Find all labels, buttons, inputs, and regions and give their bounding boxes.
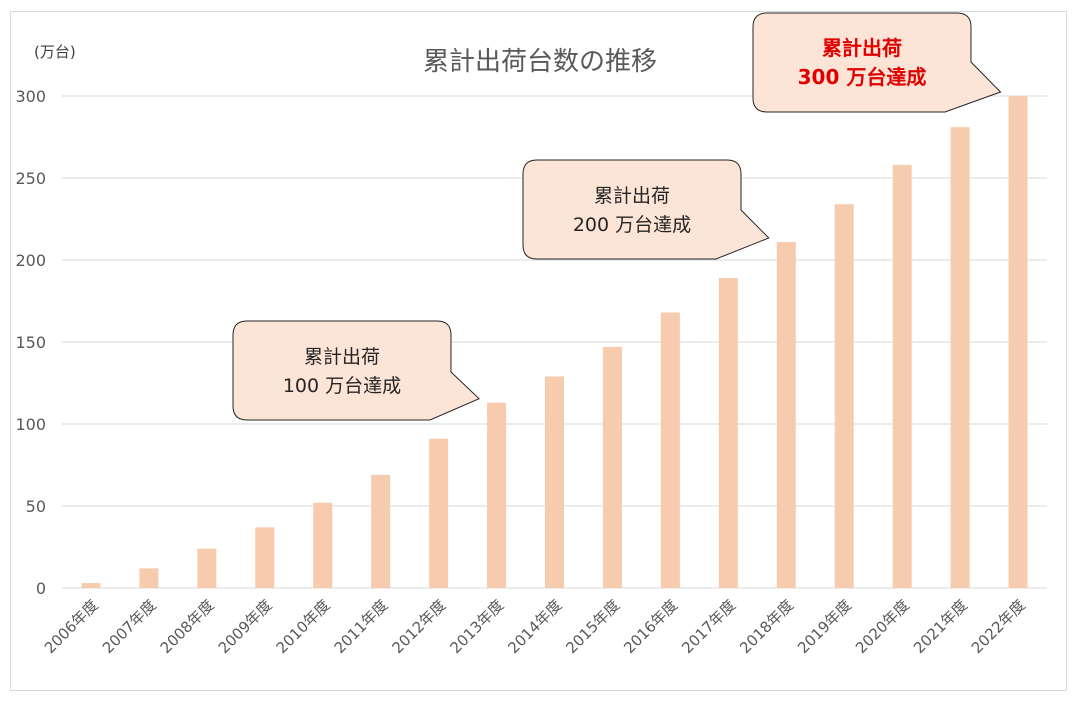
x-tick-label: 2021年度	[910, 596, 971, 657]
chart-frame	[10, 11, 1067, 691]
x-tick-label: 2013年度	[446, 596, 507, 657]
bar	[81, 583, 101, 588]
y-axis-ticks: 0 50 100 150 200 250 300	[15, 87, 46, 598]
x-tick-label: 2016年度	[620, 596, 681, 657]
x-tick-label: 2009年度	[215, 596, 276, 657]
y-tick-label: 0	[36, 579, 46, 598]
x-tick-label: 2017年度	[678, 596, 739, 657]
callout-line-1: 累計出荷	[304, 346, 380, 368]
bar	[255, 527, 275, 588]
y-tick-label: 50	[26, 497, 46, 516]
bar	[660, 312, 680, 588]
x-tick-label: 2010年度	[273, 596, 334, 657]
x-tick-label: 2012年度	[389, 596, 450, 657]
bar	[776, 241, 796, 588]
y-tick-label: 250	[15, 169, 46, 188]
bar	[602, 346, 622, 588]
bar	[313, 502, 333, 588]
x-tick-label: 2018年度	[736, 596, 797, 657]
callout-bubble	[232, 320, 480, 421]
callout-bubble	[752, 12, 1002, 113]
x-tick-label: 2007年度	[99, 596, 160, 657]
callout-line-1: 累計出荷	[594, 185, 670, 207]
x-axis-ticks: 2006年度2007年度2008年度2009年度2010年度2011年度2012…	[41, 596, 1029, 657]
x-tick-label: 2014年度	[504, 596, 565, 657]
callout-line-1: 累計出荷	[822, 36, 902, 60]
x-tick-label: 2020年度	[852, 596, 913, 657]
callout: 累計出荷 200 万台達成	[522, 159, 770, 260]
callout-line-2: 200 万台達成	[573, 214, 691, 236]
callout-line-2: 300 万台達成	[798, 65, 927, 89]
y-axis-unit: (万台)	[34, 43, 76, 61]
y-tick-label: 300	[15, 87, 46, 106]
bar	[545, 376, 564, 588]
bar	[139, 568, 159, 588]
bar	[950, 127, 970, 588]
x-tick-label: 2022年度	[968, 596, 1029, 657]
bar	[1008, 96, 1028, 588]
bar	[487, 402, 507, 588]
callout-bubble	[522, 159, 770, 260]
x-tick-label: 2015年度	[562, 596, 623, 657]
bar	[718, 278, 738, 588]
y-tick-label: 150	[15, 333, 46, 352]
y-tick-label: 100	[15, 415, 46, 434]
x-tick-label: 2011年度	[331, 596, 392, 657]
callout: 累計出荷 300 万台達成	[752, 12, 1002, 113]
bar	[892, 164, 912, 588]
bars	[81, 96, 1028, 589]
x-tick-label: 2008年度	[157, 596, 218, 657]
chart-title: 累計出荷台数の推移	[423, 47, 657, 77]
x-tick-label: 2019年度	[794, 596, 855, 657]
bar	[371, 474, 391, 588]
bar	[834, 204, 854, 589]
bar	[429, 438, 449, 588]
bar	[197, 548, 217, 588]
y-tick-label: 200	[15, 251, 46, 270]
callout-line-2: 100 万台達成	[283, 375, 401, 397]
callout: 累計出荷 100 万台達成	[232, 320, 480, 421]
x-tick-label: 2006年度	[41, 596, 102, 657]
